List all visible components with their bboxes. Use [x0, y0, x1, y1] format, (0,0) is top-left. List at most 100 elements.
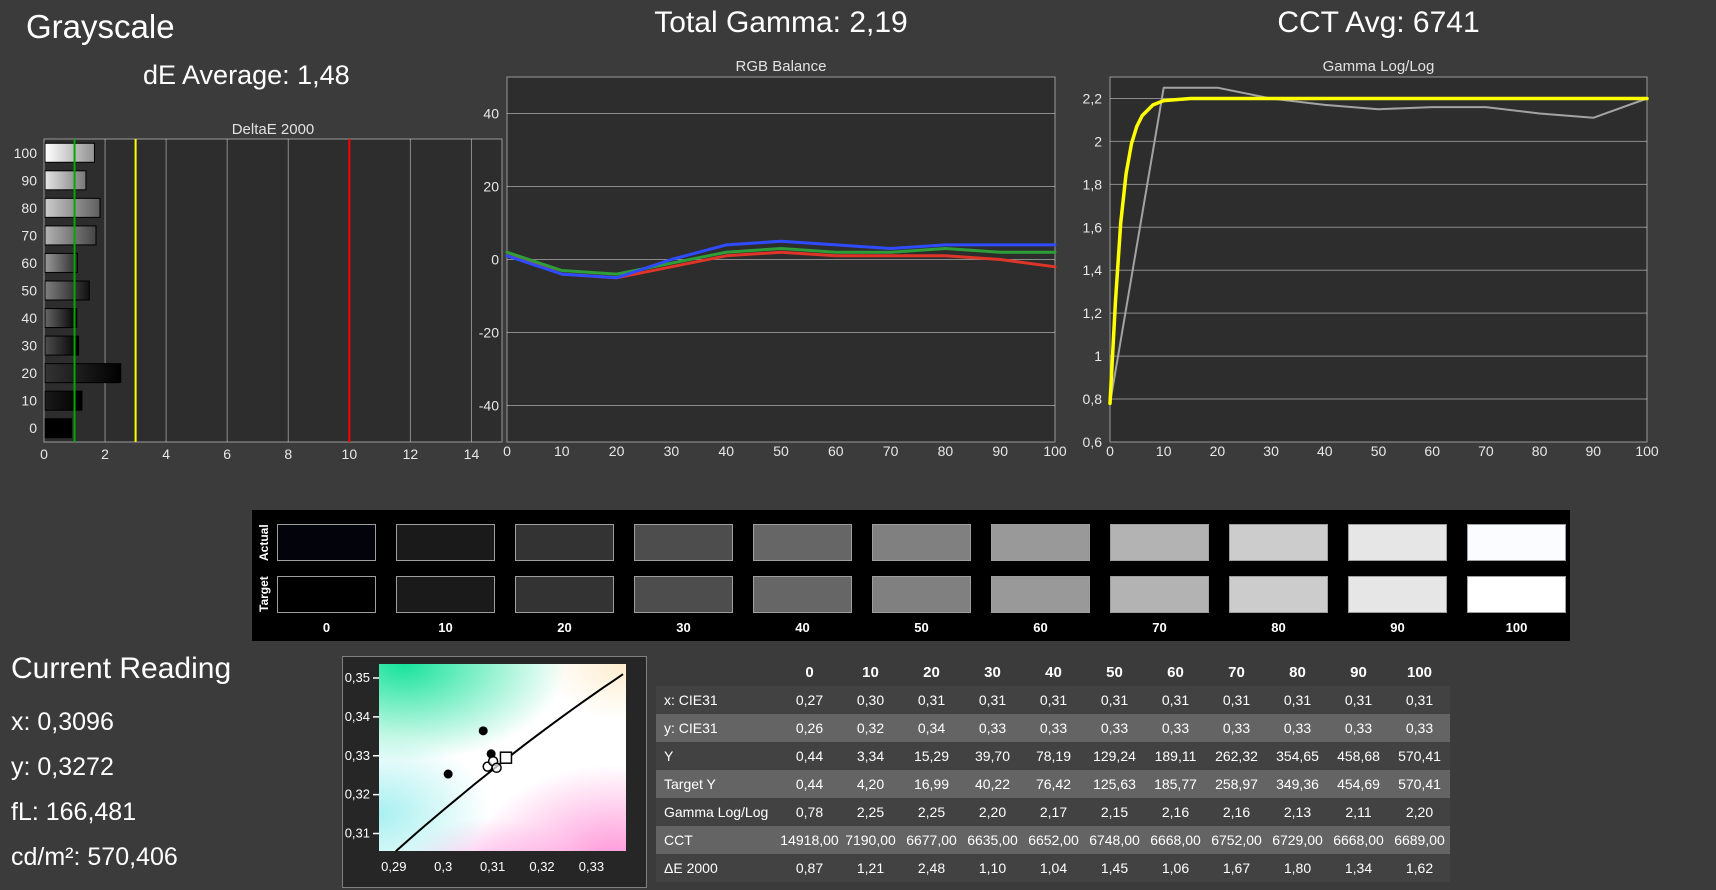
svg-text:90: 90: [992, 443, 1008, 459]
svg-text:20: 20: [1210, 443, 1226, 459]
svg-text:70: 70: [21, 227, 37, 243]
swatch-level-label-70: 70: [1152, 620, 1167, 635]
svg-text:8: 8: [284, 446, 292, 462]
svg-text:0,33: 0,33: [579, 859, 604, 874]
svg-text:6: 6: [223, 446, 231, 462]
gamma-chart-title: Gamma Log/Log: [1322, 58, 1435, 75]
swatch-level-label-50: 50: [914, 620, 929, 635]
cie-overlay-plot: 0,35 0,34 0,33 0,32 0,31 0,29 0,3 0,31 0,32 0,33: [345, 670, 624, 874]
swatch-level-label-0: 0: [322, 620, 331, 635]
swatch-level-label-90: 90: [1390, 620, 1405, 635]
svg-text:0,33: 0,33: [345, 748, 370, 763]
swatch-actual-80: [1229, 524, 1328, 561]
svg-text:2,2: 2,2: [1083, 90, 1103, 106]
current-reading-fl: fL: 166,481: [11, 798, 137, 826]
page-title: Grayscale: [26, 8, 175, 45]
swatch-actual-100: [1467, 524, 1566, 561]
svg-text:50: 50: [1371, 443, 1387, 459]
deltae-bar-60: [44, 252, 78, 273]
row-label: y: CIE31: [664, 720, 718, 736]
cie-chromaticity-panel: 0,35 0,34 0,33 0,32 0,31 0,29 0,3 0,31 0,32 0,33: [342, 656, 647, 888]
svg-text:30: 30: [664, 443, 680, 459]
row-label: Y: [664, 748, 674, 764]
deltae-bar-50: [44, 280, 90, 301]
deltae-bar-0: [44, 418, 73, 439]
swatch-target-40: [753, 576, 852, 613]
svg-text:70: 70: [1478, 443, 1494, 459]
recent-measurement-point: [491, 762, 502, 774]
swatch-actual-0: [277, 524, 376, 561]
table-row-0: x: CIE31 0,27 0,30 0,31 0,31 0,31 0,31 0,31 0,31…: [656, 686, 1450, 714]
swatch-target-70: [1110, 576, 1209, 613]
svg-text:30: 30: [1263, 443, 1279, 459]
deltae-chart-title: DeltaE 2000: [231, 121, 315, 138]
current-reading-x: x: 0,3096: [11, 708, 114, 736]
svg-text:0,8: 0,8: [1083, 391, 1103, 407]
swatch-level-label-30: 30: [676, 620, 691, 635]
svg-text:0,34: 0,34: [345, 709, 370, 724]
row-label: Gamma Log/Log: [664, 804, 769, 820]
swatch-actual-90: [1348, 524, 1447, 561]
table-row-1: y: CIE31 0,26 0,32 0,34 0,33 0,33 0,33 0,33 0,33…: [656, 714, 1450, 742]
svg-text:1,2: 1,2: [1083, 305, 1103, 321]
svg-text:60: 60: [1424, 443, 1440, 459]
measurement-point: [478, 726, 488, 736]
svg-text:100: 100: [14, 145, 38, 161]
svg-text:1,4: 1,4: [1083, 262, 1103, 278]
deltae-bar-100: [44, 142, 95, 163]
svg-text:90: 90: [1586, 443, 1602, 459]
swatch-actual-40: [753, 524, 852, 561]
target-marker: [499, 751, 513, 764]
svg-text:10: 10: [554, 443, 570, 459]
swatch-level-label-10: 10: [438, 620, 453, 635]
svg-text:40: 40: [21, 310, 37, 326]
swatch-actual-60: [991, 524, 1090, 561]
svg-text:100: 100: [1043, 443, 1067, 459]
svg-text:80: 80: [938, 443, 954, 459]
svg-text:0: 0: [503, 443, 511, 459]
table-row-5: CCT 14918,00 7190,00 6677,00 6635,00 6652,00 6…: [656, 826, 1450, 854]
svg-text:90: 90: [21, 172, 37, 188]
current-reading-title: Current Reading: [11, 652, 232, 685]
swatch-level-label-40: 40: [795, 620, 810, 635]
svg-text:10: 10: [21, 393, 37, 409]
svg-text:-20: -20: [479, 325, 499, 341]
svg-text:20: 20: [609, 443, 625, 459]
svg-text:100: 100: [1635, 443, 1659, 459]
swatch-target-20: [515, 576, 614, 613]
swatch-target-100: [1467, 576, 1566, 613]
svg-text:0,35: 0,35: [345, 670, 370, 685]
svg-text:50: 50: [773, 443, 789, 459]
table-row-3: Target Y 0,44 4,20 16,99 40,22 76,42 125,63 185…: [656, 770, 1450, 798]
swatch-target-50: [872, 576, 971, 613]
row-label: Target Y: [664, 776, 716, 792]
svg-text:0: 0: [29, 420, 37, 436]
svg-text:4: 4: [162, 446, 170, 462]
swatch-target-10: [396, 576, 495, 613]
deltae-bar-10: [44, 390, 83, 411]
svg-text:40: 40: [718, 443, 734, 459]
svg-text:0,31: 0,31: [480, 859, 505, 874]
svg-text:-40: -40: [479, 398, 499, 414]
swatch-actual-70: [1110, 524, 1209, 561]
total-gamma-readout: Total Gamma: 2,19: [654, 6, 908, 39]
deltae-bar-70: [44, 225, 97, 246]
swatch-level-label-80: 80: [1271, 620, 1286, 635]
target-row-label: Target: [257, 576, 271, 613]
svg-text:0: 0: [40, 446, 48, 462]
svg-text:1,8: 1,8: [1083, 176, 1103, 192]
svg-text:0: 0: [491, 252, 499, 268]
rgb_balance-line-green: [505, 247, 1057, 276]
svg-text:60: 60: [828, 443, 844, 459]
measurement-point: [443, 769, 453, 779]
svg-text:2: 2: [1094, 133, 1102, 149]
grayscale-swatch-band: Actual Target 0 10 20 30 40 50 60 70 80 90 100: [252, 510, 1570, 641]
svg-text:40: 40: [1317, 443, 1333, 459]
deltae-bar-80: [44, 197, 101, 218]
swatch-actual-10: [396, 524, 495, 561]
gamma_loglog-line-measured: [1109, 86, 1648, 405]
row-label: x: CIE31: [664, 692, 718, 708]
svg-text:50: 50: [21, 283, 37, 299]
swatch-target-60: [991, 576, 1090, 613]
